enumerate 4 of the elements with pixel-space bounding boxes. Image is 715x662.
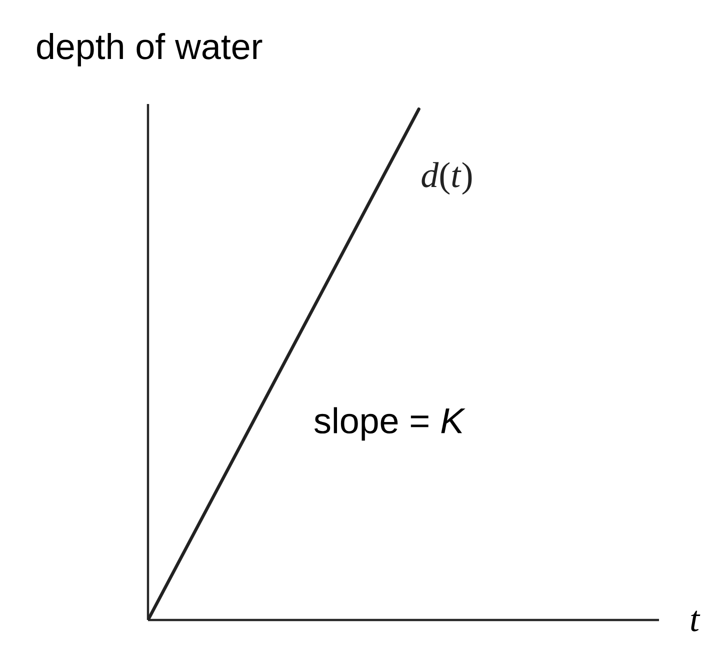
series-label: d(t) xyxy=(422,162,472,195)
x-axis-title: t xyxy=(691,610,700,632)
annotation: slope = K xyxy=(314,407,466,441)
y-axis-title: depth of water xyxy=(37,33,262,66)
